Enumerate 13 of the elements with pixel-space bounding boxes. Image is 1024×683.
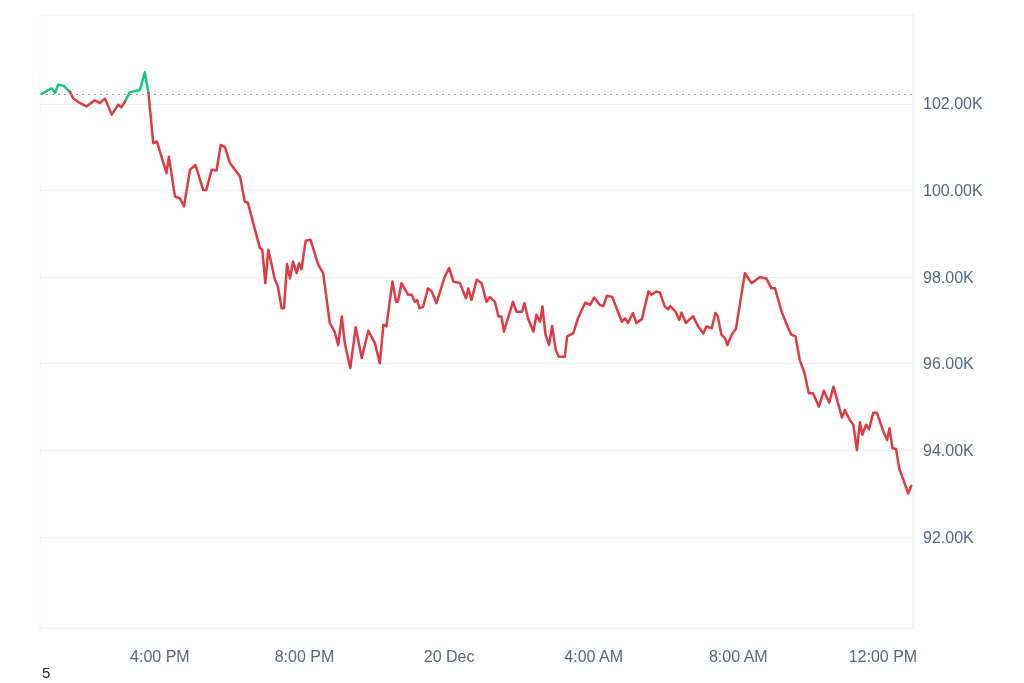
y-tick-label: 100.00K — [923, 181, 983, 199]
x-tick-label: 4:00 PM — [130, 647, 190, 665]
x-tick-label: 20 Dec — [423, 647, 475, 665]
x-tick-label: 12:00 PM — [848, 647, 918, 665]
y-tick-label: 102.00K — [923, 95, 983, 113]
x-tick-label: 8:00 PM — [274, 647, 335, 665]
x-tick-label: 8:00 AM — [708, 647, 768, 665]
y-tick-label: 92.00K — [923, 528, 975, 546]
y-tick-label: 94.00K — [923, 441, 975, 459]
x-tick-label: 4:00 AM — [564, 647, 624, 665]
y-tick-label: 96.00K — [923, 355, 975, 373]
y-tick-label: 98.00K — [923, 268, 975, 286]
text: 5 — [42, 664, 51, 681]
